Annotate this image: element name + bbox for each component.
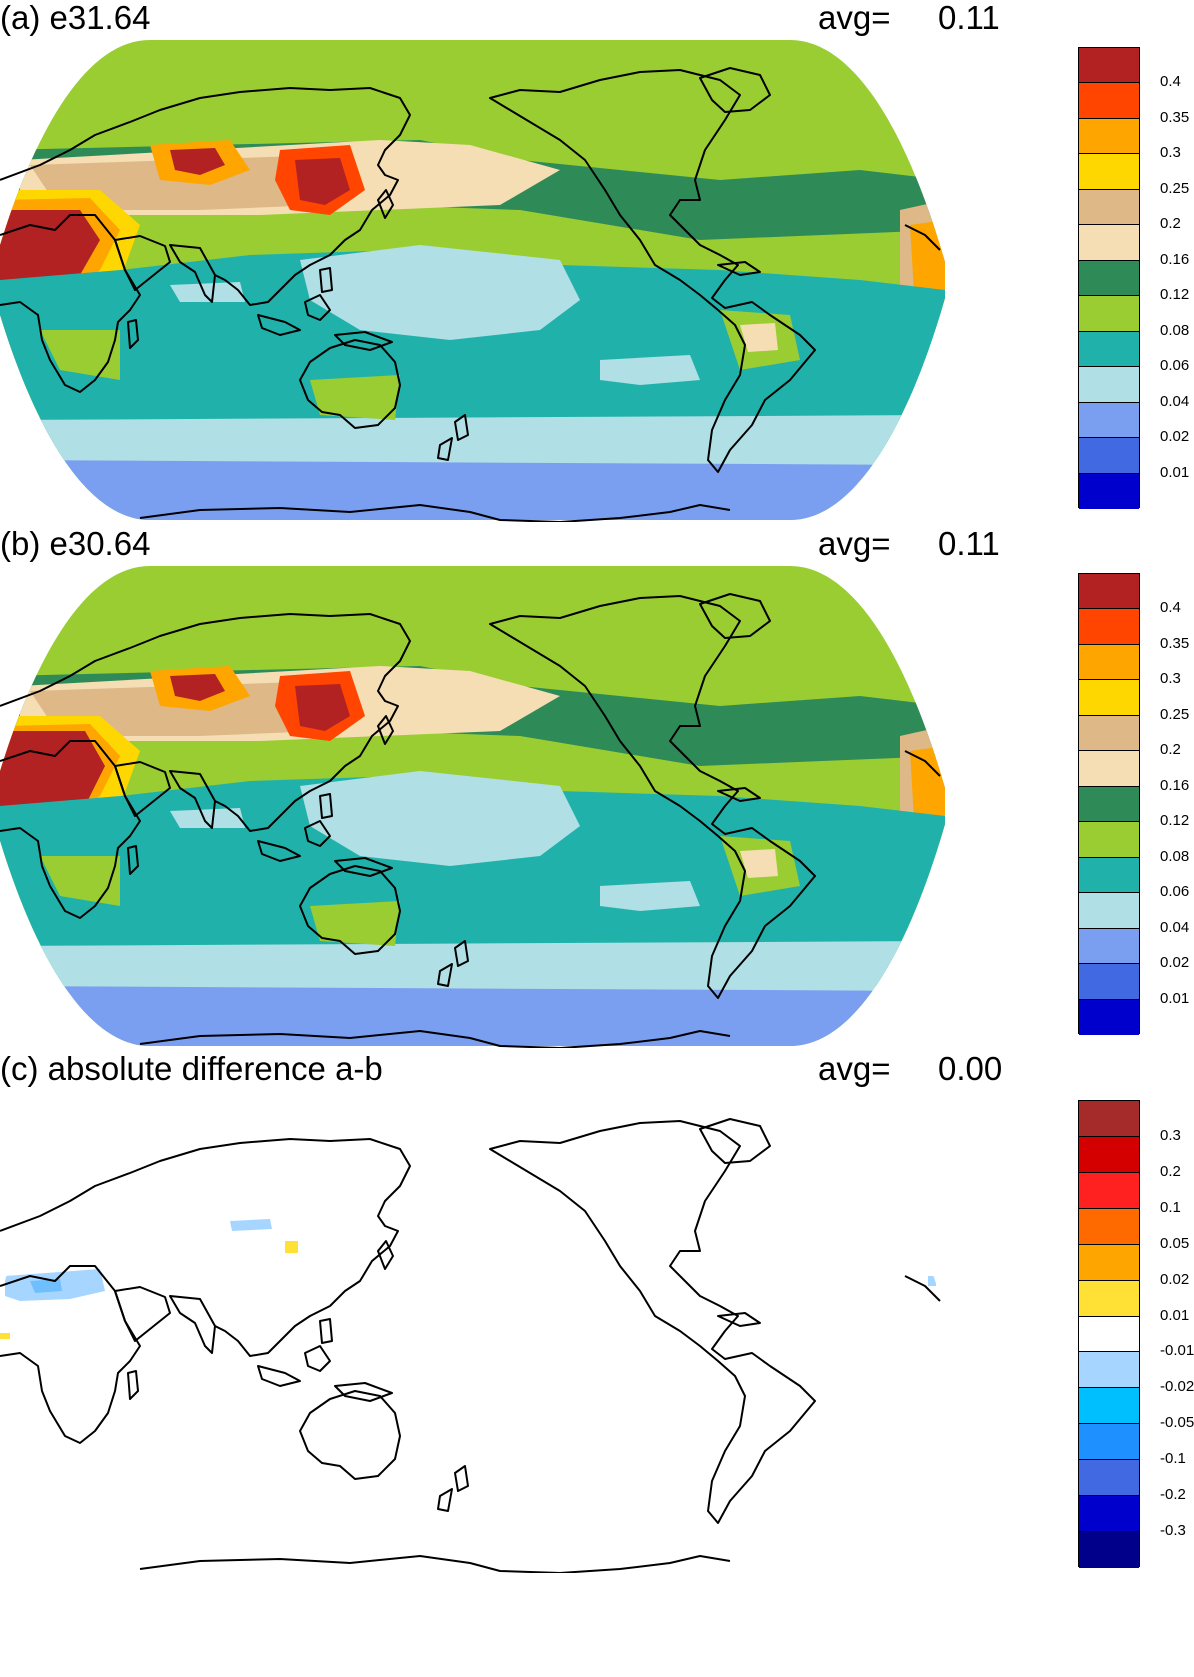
colorbar-label: 0.12 (1160, 812, 1190, 830)
colorbar-segment (1079, 1101, 1139, 1137)
colorbar-segment (1079, 438, 1139, 474)
colorbar-segment (1079, 296, 1139, 332)
colorbar-segment (1079, 574, 1139, 610)
colorbar-box (1078, 573, 1140, 1035)
colorbar-segment (1079, 1496, 1139, 1533)
colorbar-segment (1079, 1172, 1139, 1209)
colorbar-segment (1079, 786, 1139, 823)
panel-title: (b) e30.64 (0, 525, 151, 562)
avg-value: 0.00 (938, 1050, 1003, 1087)
colorbar-label: 0.02 (1160, 428, 1190, 446)
colorbar-label: 0.16 (1160, 776, 1190, 794)
colorbar-label: 0.3 (1160, 1126, 1181, 1144)
colorbar-segment (1079, 1424, 1139, 1461)
colorbar-segment (1079, 473, 1139, 509)
colorbar-label: 0.3 (1160, 670, 1181, 688)
colorbar-label: 0.2 (1160, 1162, 1181, 1180)
colorbar-segment (1079, 1280, 1139, 1317)
avg-value: 0.11 (938, 525, 1000, 562)
colorbar-label: -0.01 (1160, 1342, 1194, 1360)
colorbar-label: 0.2 (1160, 741, 1181, 759)
colorbar-segment (1079, 367, 1139, 403)
colorbar-label: 0.01 (1160, 463, 1190, 481)
colorbar-label: 0.1 (1160, 1198, 1181, 1216)
colorbar-label: 0.02 (1160, 1270, 1190, 1288)
global-map-c (0, 1091, 945, 1573)
colorbar-segment (1079, 83, 1139, 119)
colorbar-label: -0.1 (1160, 1450, 1186, 1468)
avg-value: 0.11 (938, 0, 1000, 36)
colorbar-segment (1079, 402, 1139, 439)
panel-title: (c) absolute difference a-b (0, 1050, 383, 1087)
colorbar-label: 0.2 (1160, 215, 1181, 233)
colorbar-segment (1079, 751, 1139, 787)
colorbar-label: -0.02 (1160, 1378, 1194, 1396)
panel-a: (a) e31.64 avg= 0.11 (0, 0, 1194, 560)
colorbar-segment (1079, 999, 1139, 1035)
avg-label: avg= (818, 525, 891, 562)
colorbar-box (1078, 47, 1140, 509)
colorbar-label: 0.4 (1160, 73, 1181, 91)
panel-c: (c) absolute difference a-b avg= 0.00 0.… (0, 1051, 1194, 1677)
colorbar-label: 0.06 (1160, 357, 1190, 375)
colorbar-segment (1079, 154, 1139, 190)
colorbar-label: -0.05 (1160, 1414, 1194, 1432)
colorbar-label: 0.16 (1160, 250, 1190, 268)
avg-label: avg= (818, 0, 891, 36)
colorbar-segment (1079, 260, 1139, 297)
colorbar-segment (1079, 928, 1139, 965)
colorbar-segment (1079, 715, 1139, 752)
colorbar-segment (1079, 1352, 1139, 1389)
colorbar-label: 0.25 (1160, 179, 1190, 197)
colorbar-label: 0.05 (1160, 1234, 1190, 1252)
colorbar-label: 0.12 (1160, 286, 1190, 304)
avg-label: avg= (818, 1050, 891, 1087)
colorbar-segment (1079, 118, 1139, 155)
colorbar-label: -0.3 (1160, 1522, 1186, 1540)
colorbar-segment (1079, 1244, 1139, 1281)
panel-title: (a) e31.64 (0, 0, 151, 36)
colorbar-segment (1079, 609, 1139, 645)
colorbar-segment (1079, 893, 1139, 929)
panel-b: (b) e30.64 avg= 0.11 (0, 526, 1194, 1086)
colorbar-label: 0.01 (1160, 989, 1190, 1007)
colorbar-segment (1079, 1460, 1139, 1497)
colorbar-label: 0.02 (1160, 954, 1190, 972)
colorbar-segment (1079, 1388, 1139, 1425)
global-map-b (0, 566, 945, 1048)
colorbar-segment (1079, 964, 1139, 1000)
colorbar-label: 0.08 (1160, 847, 1190, 865)
colorbar-segment (1079, 857, 1139, 894)
colorbar-segment (1079, 1136, 1139, 1173)
colorbar-segment (1079, 680, 1139, 716)
colorbar-segment (1079, 48, 1139, 84)
colorbar-label: 0.35 (1160, 634, 1190, 652)
colorbar-segment (1079, 1316, 1139, 1353)
colorbar-label: 0.04 (1160, 918, 1190, 936)
colorbar-label: 0.25 (1160, 705, 1190, 723)
colorbar-segment (1079, 1208, 1139, 1245)
colorbar-label: 0.06 (1160, 883, 1190, 901)
global-map-a (0, 40, 945, 522)
colorbar-segment (1079, 189, 1139, 226)
colorbar-segment (1079, 822, 1139, 858)
colorbar-label: 0.04 (1160, 392, 1190, 410)
colorbar-label: 0.08 (1160, 321, 1190, 339)
colorbar-segment (1079, 331, 1139, 368)
colorbar-label: -0.2 (1160, 1486, 1186, 1504)
colorbar-label: 0.4 (1160, 599, 1181, 617)
colorbar-label: 0.3 (1160, 144, 1181, 162)
colorbar-segment (1079, 225, 1139, 261)
colorbar-label: 0.35 (1160, 108, 1190, 126)
colorbar-segment (1079, 1532, 1139, 1568)
colorbar-label: 0.01 (1160, 1306, 1190, 1324)
colorbar-segment (1079, 644, 1139, 681)
colorbar-box (1078, 1100, 1140, 1568)
